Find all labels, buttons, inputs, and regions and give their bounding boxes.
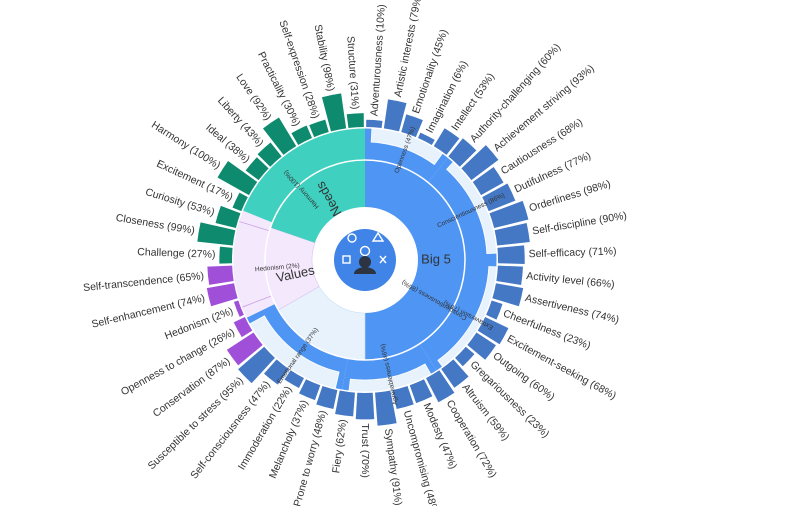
- facet-label: Adventurousness (10%): [368, 4, 387, 117]
- facet-bar: [215, 205, 241, 229]
- facet-bar: [497, 245, 525, 264]
- inner-arc-big5: [365, 160, 465, 360]
- facet-bar: [375, 390, 397, 426]
- middle-arc-conscientiousness: [427, 157, 497, 260]
- facet-label: Trust (70%): [359, 423, 371, 477]
- facet-bar: [482, 183, 516, 212]
- facet-bar: [219, 246, 233, 264]
- facet-bar: [284, 370, 304, 388]
- triangle-symbol-icon: [371, 231, 385, 242]
- facet-bar: [233, 317, 253, 338]
- facet-bar: [207, 265, 234, 285]
- facet-bar: [217, 160, 258, 196]
- values-inner-label: Hedonism (2%): [255, 262, 300, 273]
- facet-label: Activity level (66%): [526, 270, 615, 291]
- facet-bar: [467, 332, 496, 360]
- avatar-head-icon: [359, 245, 371, 257]
- avatar-body-icon: [354, 267, 376, 274]
- facet-bar: [489, 200, 529, 229]
- facet-bar: [392, 386, 414, 410]
- facet-bar: [492, 283, 524, 307]
- center-avatar: [334, 229, 396, 291]
- facet-bar: [426, 370, 455, 403]
- facet-bar: [245, 157, 269, 181]
- facet-bar: [417, 132, 435, 145]
- facet-label: Self-discipline (90%): [531, 210, 627, 238]
- facet-bar: [455, 346, 475, 367]
- facet-bar: [335, 390, 355, 417]
- facet-bars: [197, 93, 530, 426]
- facet-label: Self-efficacy (71%): [528, 245, 616, 260]
- facet-bar: [355, 392, 375, 420]
- facet-bar: [232, 192, 248, 212]
- ring-separator: [232, 127, 498, 393]
- facet-bar: [441, 359, 469, 388]
- facet-label: Structure (31%): [344, 36, 361, 110]
- facet-bar: [409, 379, 433, 404]
- circle-symbol-icon: [347, 233, 357, 243]
- middle-arc-harmony: [242, 128, 365, 223]
- facet-bar: [197, 222, 236, 246]
- facet-label: Closeness (99%): [115, 212, 196, 237]
- facet-bar: [477, 317, 509, 345]
- facet-bar: [366, 119, 383, 129]
- avatar-face-icon: [359, 256, 371, 268]
- facet-bar: [401, 114, 423, 138]
- square-symbol-icon: [342, 255, 351, 264]
- facet-bar: [461, 145, 499, 181]
- sunburst-rings: [232, 127, 498, 393]
- middle-arc-extraversion: [419, 260, 497, 371]
- facet-bar: [233, 300, 244, 317]
- group-label-big5: Big 5: [421, 251, 451, 266]
- facet-bar: [226, 332, 263, 366]
- facet-bar: [291, 125, 313, 145]
- facet-bar: [346, 113, 364, 129]
- facet-bar: [262, 117, 297, 155]
- facet-bar: [206, 283, 238, 307]
- facet-label: Challenge (27%): [137, 246, 216, 261]
- facet-bar: [472, 166, 504, 196]
- facet-label: Sympathy (91%): [382, 428, 404, 506]
- inner-arc-needs: [270, 160, 365, 243]
- facet-bar: [383, 99, 407, 132]
- facet-bar: [496, 265, 523, 285]
- facet-bar: [486, 300, 503, 320]
- facet-label: Fiery (62%): [330, 419, 349, 474]
- facet-bar: [448, 138, 477, 167]
- cross-symbol-icon: [379, 255, 387, 264]
- facet-label: Stability (98%): [312, 24, 337, 93]
- facet-bar: [433, 128, 460, 155]
- facet-bar: [257, 142, 282, 167]
- facet-bar: [316, 386, 338, 410]
- facet-bar: [299, 379, 321, 401]
- facet-bar: [264, 359, 289, 385]
- facet-bar: [494, 222, 530, 246]
- ring-separator-inner: [264, 159, 466, 361]
- facet-bar: [238, 346, 275, 384]
- facet-bar: [321, 93, 347, 132]
- facet-bar: [309, 119, 329, 138]
- facet-label: Self-transcendence (65%): [83, 270, 205, 294]
